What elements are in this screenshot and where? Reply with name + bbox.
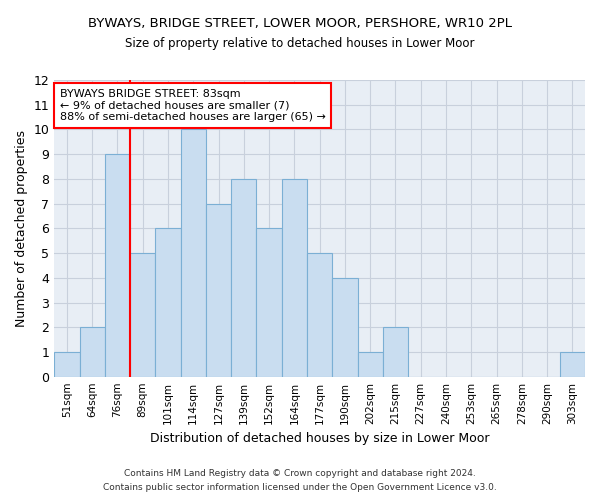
Bar bbox=[282, 179, 307, 376]
Bar bbox=[231, 179, 256, 376]
Bar bbox=[80, 327, 105, 376]
Bar bbox=[358, 352, 383, 376]
Bar bbox=[54, 352, 80, 376]
Bar bbox=[155, 228, 181, 376]
Bar bbox=[332, 278, 358, 376]
Text: Contains HM Land Registry data © Crown copyright and database right 2024.: Contains HM Land Registry data © Crown c… bbox=[124, 468, 476, 477]
Text: BYWAYS, BRIDGE STREET, LOWER MOOR, PERSHORE, WR10 2PL: BYWAYS, BRIDGE STREET, LOWER MOOR, PERSH… bbox=[88, 18, 512, 30]
Bar bbox=[560, 352, 585, 376]
Bar bbox=[256, 228, 282, 376]
Text: Size of property relative to detached houses in Lower Moor: Size of property relative to detached ho… bbox=[125, 38, 475, 51]
Bar bbox=[307, 253, 332, 376]
Bar bbox=[206, 204, 231, 376]
Text: Contains public sector information licensed under the Open Government Licence v3: Contains public sector information licen… bbox=[103, 484, 497, 492]
Text: BYWAYS BRIDGE STREET: 83sqm
← 9% of detached houses are smaller (7)
88% of semi-: BYWAYS BRIDGE STREET: 83sqm ← 9% of deta… bbox=[59, 89, 325, 122]
X-axis label: Distribution of detached houses by size in Lower Moor: Distribution of detached houses by size … bbox=[150, 432, 490, 445]
Bar bbox=[181, 130, 206, 376]
Y-axis label: Number of detached properties: Number of detached properties bbox=[15, 130, 28, 327]
Bar bbox=[130, 253, 155, 376]
Bar bbox=[105, 154, 130, 376]
Bar bbox=[383, 327, 408, 376]
